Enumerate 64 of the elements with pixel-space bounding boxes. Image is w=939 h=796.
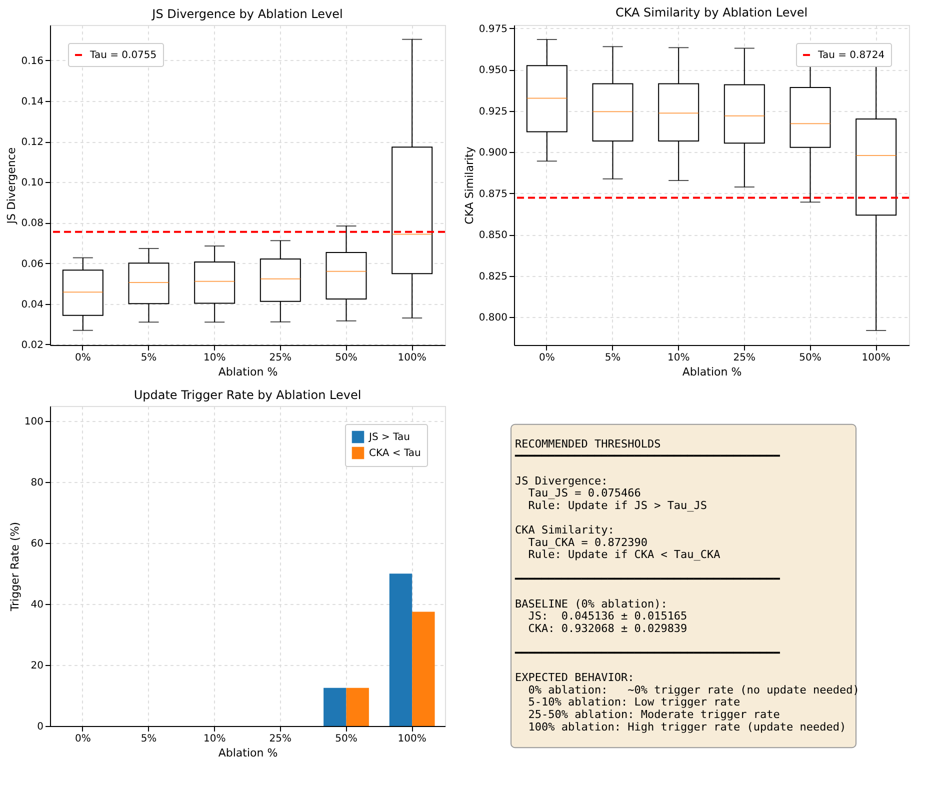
legend-label: Tau = 0.0755: [89, 50, 157, 61]
chart-title: CKA Similarity by Ablation Level: [615, 5, 808, 20]
x-axis-title: Ablation %: [682, 366, 742, 378]
x-tick-label: 100%: [862, 352, 890, 364]
y-axis-title: Trigger Rate (%): [8, 522, 22, 612]
y-tick-label: 0.800: [478, 312, 508, 324]
text: EXPECTED BEHAVIOR: 0% ablation: ~0% trigger rate (no update needed) 5-10% ablation: Low trigger rate 25-50% ablation: Moderate trigger rate 100% ablation: High trigger rate (update needed): [515, 671, 860, 734]
x-tick-label: 50%: [799, 352, 822, 364]
text: JS Divergence: Tau_JS = 0.075466 Rule: Update if JS > Tau_JS: [515, 474, 708, 512]
y-tick-label: 0.12: [21, 137, 44, 148]
x-tick-label: 25%: [733, 352, 756, 364]
y-tick-label: 0.16: [21, 56, 44, 67]
x-tick-label: 50%: [335, 352, 358, 364]
bar: [346, 688, 369, 726]
bar: [412, 612, 435, 726]
text: ━━━━━━━━━━━━━━━━━━━━━━━━━━━━━━━━━━━━━━━━: [514, 572, 780, 586]
y-tick-label: 0: [37, 722, 44, 732]
x-tick-label: 5%: [140, 734, 157, 744]
y-tick-label: 60: [30, 538, 44, 550]
x-tick-label: 0%: [538, 352, 555, 364]
x-axis-title: Ablation %: [218, 746, 278, 760]
y-tick-label: 20: [30, 660, 44, 672]
x-tick-label: 100%: [398, 352, 426, 364]
y-axis-title: CKA Similarity: [462, 146, 476, 224]
text: RECOMMENDED THRESHOLDS ━━━━━━━━━━━━━━━━━━━━━━━━━━━━━━━━━━━━━━━━: [514, 437, 780, 463]
text: ━━━━━━━━━━━━━━━━━━━━━━━━━━━━━━━━━━━━━━━━: [514, 646, 780, 660]
x-tick-label: 5%: [140, 352, 157, 364]
x-tick-label: 0%: [74, 734, 91, 744]
y-tick-label: 0.950: [478, 65, 508, 76]
x-tick-label: 10%: [667, 352, 690, 364]
legend-label: JS > Tau: [368, 432, 410, 443]
legend-label: Tau = 0.8724: [817, 50, 885, 61]
x-tick-label: 5%: [604, 352, 621, 364]
y-tick-label: 0.06: [21, 258, 44, 270]
bar: [389, 574, 412, 726]
y-tick-label: 0.925: [478, 106, 508, 118]
bar: [324, 688, 346, 726]
x-tick-label: 10%: [203, 734, 226, 744]
text: BASELINE (0% ablation): JS: 0.045136 ± 0.015165 CKA: 0.932068 ± 0.029839: [515, 597, 688, 635]
x-tick-label: 50%: [335, 734, 358, 744]
x-axis-title: Ablation %: [218, 366, 278, 378]
y-tick-label: 100: [24, 416, 44, 428]
legend-label: CKA < Tau: [369, 448, 421, 459]
y-tick-label: 0.04: [21, 299, 44, 310]
chart-title: JS Divergence by Ablation Level: [151, 7, 343, 21]
y-tick-label: 40: [30, 600, 44, 611]
y-tick-label: 0.850: [478, 230, 508, 242]
x-tick-label: 10%: [203, 352, 226, 364]
text: CKA Similarity: Tau_CKA = 0.872390 Rule: Update if CKA < Tau_CKA: [515, 524, 721, 562]
y-tick-label: 80: [30, 478, 44, 489]
y-tick-label: 0.02: [21, 340, 44, 351]
x-tick-label: 100%: [398, 734, 426, 744]
x-tick-label: 25%: [269, 734, 292, 744]
y-tick-label: 0.14: [21, 96, 44, 108]
y-tick-label: 0.875: [478, 188, 508, 200]
chart-title: Update Trigger Rate by Ablation Level: [134, 388, 362, 402]
x-tick-label: 0%: [74, 352, 91, 364]
y-tick-label: 0.900: [478, 148, 508, 159]
y-tick-label: 0.825: [478, 271, 508, 282]
y-tick-label: 0.975: [478, 24, 508, 35]
y-axis-title: JS Divergence: [5, 147, 18, 225]
y-tick-label: 0.10: [21, 178, 44, 189]
x-tick-label: 25%: [269, 352, 292, 364]
y-tick-label: 0.08: [21, 218, 44, 230]
